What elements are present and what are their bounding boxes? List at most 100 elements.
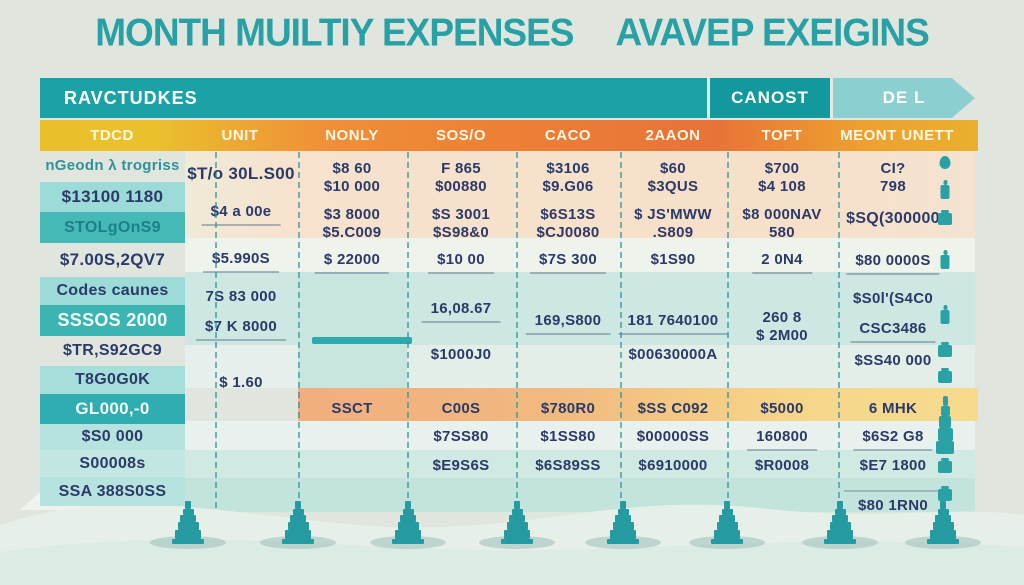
row-stripe-pale: [407, 345, 975, 388]
page-title: MONTH MUILTIY EXPENSES AVAVEP EXEIGINS: [0, 11, 1024, 55]
column-separator-line: [407, 152, 409, 508]
column-header: UNIT: [221, 127, 259, 144]
table-cell: 169,S800: [525, 312, 611, 335]
table-cell: $7S 300: [530, 251, 606, 274]
table-cell: $60 $3QUS: [647, 160, 699, 195]
table-cell: $1SS80: [540, 428, 596, 445]
header-bar-mid-segment: CANOST: [707, 78, 830, 118]
column-header-bar: [40, 120, 978, 151]
column-header: CACO: [544, 127, 592, 144]
column-header: NONLY: [325, 127, 379, 144]
title-left: MONTH MUILTIY EXPENSES: [95, 11, 574, 54]
table-cell: 7S 83 000: [205, 288, 277, 305]
table-cell: $SS C092: [637, 400, 709, 417]
jar-icon: [938, 210, 952, 225]
row-label: $7.00S,2QV7: [59, 250, 166, 269]
table-cell: $7SS80: [433, 428, 489, 445]
peach-region: [185, 150, 975, 238]
table-cell: $1000J0: [430, 346, 492, 363]
tower-icon: [824, 501, 856, 544]
row-label: SSSOS 2000: [40, 305, 185, 336]
row-stripe-white: [185, 238, 975, 272]
row-stripe-pale-left: [185, 345, 298, 388]
row-stripe-teal-2: [185, 450, 975, 478]
bottle-icon: [940, 305, 950, 324]
title-right: AVAVEP EXEIGINS: [615, 11, 929, 54]
table-cell: $SS40 000: [854, 352, 932, 369]
row-stripe-pale-2: [185, 421, 975, 450]
table-cell: 160800: [747, 428, 817, 451]
table-cell: $6S89SS: [535, 457, 601, 474]
table-cell: $80 1RN0: [844, 490, 942, 515]
tower-icon: [927, 501, 959, 544]
divider-bar: [312, 337, 412, 344]
column-separator-line: [727, 152, 729, 508]
table-cell: 16,08.67: [421, 300, 501, 323]
table-cell: $ JS'MWW .S809: [634, 206, 712, 241]
table-cell: $700 $4 108: [758, 160, 806, 195]
column-header: SOS/O: [435, 127, 487, 144]
header-bar-mid-label: CANOST: [731, 88, 809, 107]
header-bar-left-segment: RAVCTUDKES: [40, 78, 707, 118]
table-cell: 260 8 $ 2M00: [756, 309, 808, 344]
jar-icon: [938, 368, 952, 383]
table-cell: SSCT: [331, 400, 373, 417]
header-bar-right-label: DE L: [882, 88, 926, 107]
bottle-icon: [940, 250, 950, 269]
table-cell: $S 3001 $S98&0: [432, 206, 490, 241]
table-cell: $780R0: [540, 400, 596, 417]
table-cell: 6 MHK: [868, 400, 918, 417]
tower-icon: [392, 501, 424, 544]
row-label: SSA 388S0SS: [40, 477, 185, 506]
column-header: MEONT UNETT: [840, 127, 954, 144]
row-label: $TR,S92GC9: [62, 342, 163, 359]
table-cell: C00S: [441, 400, 481, 417]
table-cell: $R0008: [754, 457, 810, 474]
table-cell: $4 a 00e: [201, 203, 281, 226]
table-cell: $E7 1800: [859, 457, 927, 474]
tower-icon: [711, 501, 743, 544]
row-label: $S0 000: [40, 424, 185, 450]
table-cell: $3106 $9.G06: [542, 160, 594, 195]
jar-icon: [938, 486, 952, 501]
table-cell: $5000: [760, 400, 804, 417]
header-bar-left-label: RAVCTUDKES: [64, 87, 198, 108]
tower-icon: [936, 396, 954, 454]
table-cell: $1S90: [650, 251, 696, 268]
tower-icon: [172, 501, 204, 544]
row-stripe-teal-3: [185, 478, 975, 512]
table-cell: $8 000NAV 580: [742, 206, 822, 241]
table-cell: $10 00: [428, 251, 494, 274]
orange-highlight-band: [298, 388, 978, 421]
table-cell: CI? 798: [880, 160, 906, 195]
header-bar-arrow-segment: DE L: [830, 78, 975, 118]
jar-icon: [938, 342, 952, 357]
column-separator-line: [298, 152, 300, 508]
tower-icon: [607, 501, 639, 544]
jar-icon: [938, 458, 952, 473]
table-cell: $E9S6S: [432, 457, 490, 474]
table-cell: $T/o 30L.S00: [187, 164, 295, 183]
row-label: GL000,-0: [40, 394, 185, 424]
column-separator-line: [516, 152, 518, 508]
table-cell: 181 7640100: [618, 312, 728, 335]
row-label: Codes caunes: [40, 277, 185, 305]
table-cell: $S0l'(S4C0: [853, 290, 933, 307]
table-cell: F 865 $00880: [435, 160, 487, 195]
row-label: nGeodn λ trogriss: [45, 156, 180, 174]
table-cell: $3 8000 $5.C009: [322, 206, 382, 241]
table-cell: $6S2 G8: [853, 428, 933, 451]
table-cell: $ 1.60: [219, 374, 263, 391]
table-cell: $ 22000: [314, 251, 390, 274]
column-separator-line: [620, 152, 622, 508]
row-label: S00008s: [40, 450, 185, 477]
row-label: $13100 1180: [40, 182, 185, 212]
table-cell: 2 0N4: [752, 251, 812, 274]
tower-icon: [282, 501, 314, 544]
column-separator-line: [838, 152, 840, 508]
droplet-icon: [939, 156, 951, 169]
column-header: TOFT: [761, 127, 803, 144]
row-label: T8G0G0K: [40, 366, 185, 394]
table-cell: $00000SS: [636, 428, 710, 445]
